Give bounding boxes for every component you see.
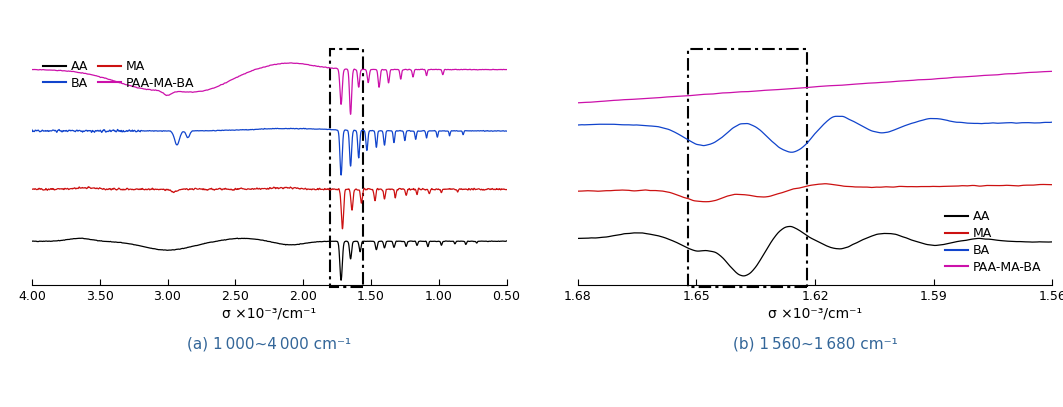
Text: (a) 1 000~4 000 cm⁻¹: (a) 1 000~4 000 cm⁻¹	[187, 337, 351, 352]
Legend: AA, BA, MA, PAA-MA-BA: AA, BA, MA, PAA-MA-BA	[38, 55, 199, 95]
Bar	[331, 49, 362, 287]
Legend: AA, MA, BA, PAA-MA-BA: AA, MA, BA, PAA-MA-BA	[940, 206, 1046, 279]
X-axis label: σ ×10⁻³/cm⁻¹: σ ×10⁻³/cm⁻¹	[767, 307, 862, 321]
X-axis label: σ ×10⁻³/cm⁻¹: σ ×10⁻³/cm⁻¹	[222, 307, 317, 321]
Text: (b) 1 560~1 680 cm⁻¹: (b) 1 560~1 680 cm⁻¹	[732, 337, 897, 352]
Bar	[689, 49, 807, 287]
